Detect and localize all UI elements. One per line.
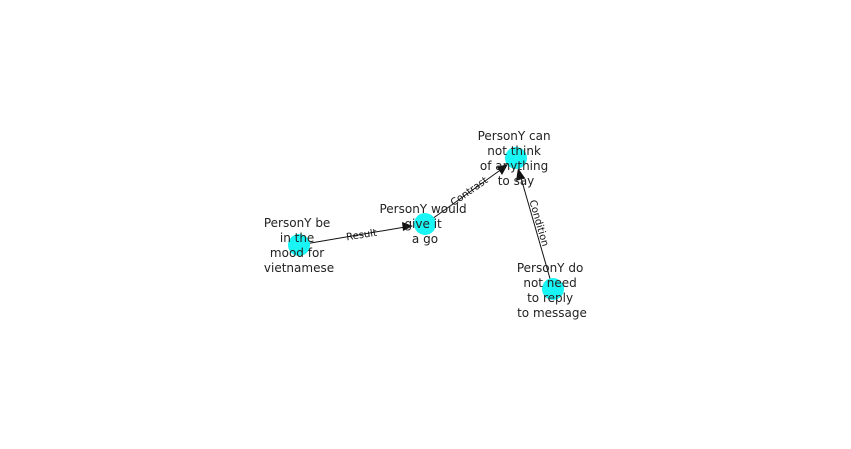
- edge-label-condition: Condition: [527, 199, 551, 248]
- node-circle-mood: [288, 234, 310, 256]
- edge-line-result: [298, 225, 412, 246]
- node-label-think: PersonY can not think of anything to say: [478, 129, 555, 188]
- node-label-mood: PersonY be in the mood for vietnamese: [264, 216, 334, 275]
- node-circle-think: [505, 147, 527, 169]
- node-mood: PersonY be in the mood for vietnamese: [264, 216, 334, 275]
- arrowhead-condition: [516, 168, 525, 181]
- edge-label-result: Result: [345, 228, 377, 244]
- node-reply: PersonY do not need to reply to message: [517, 261, 587, 320]
- node-label-give: PersonY would give it a go: [379, 202, 470, 246]
- node-circle-give: [414, 213, 436, 235]
- edge-line-condition: [518, 170, 554, 290]
- arrowhead-result: [402, 222, 413, 231]
- node-give: PersonY would give it a go: [379, 202, 470, 246]
- arrowhead-contrast: [497, 164, 508, 175]
- node-label-reply: PersonY do not need to reply to message: [517, 261, 587, 320]
- edge-line-contrast: [424, 165, 507, 225]
- node-think: PersonY can not think of anything to say: [478, 129, 555, 188]
- node-circle-reply: [542, 278, 564, 300]
- edge-result: Result: [298, 222, 413, 246]
